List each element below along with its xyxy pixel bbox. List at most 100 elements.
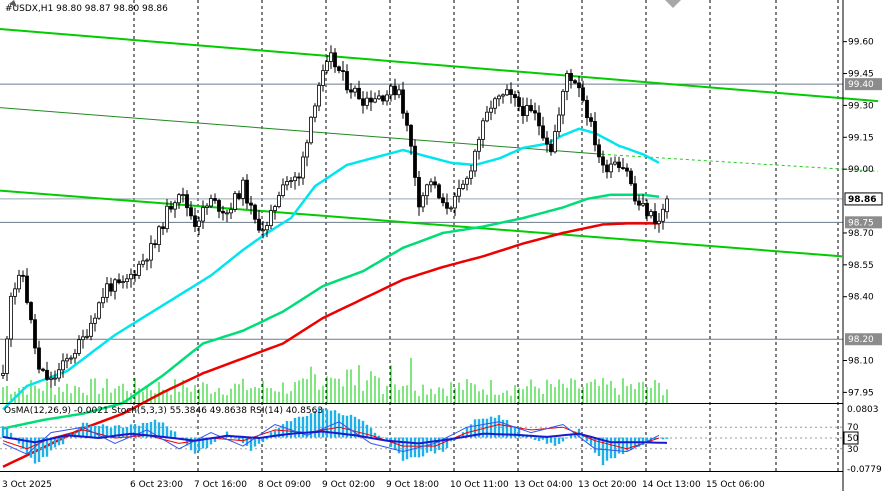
price-level-tag (845, 216, 882, 229)
candle (165, 198, 169, 233)
candle-body (557, 114, 561, 133)
candle-body (389, 85, 393, 96)
candle-body (397, 89, 401, 96)
candle (77, 335, 81, 356)
candle (461, 179, 465, 191)
price-level-label: 98.86 (848, 195, 876, 205)
candle-body (193, 215, 197, 227)
candle-body (449, 207, 453, 210)
candle (317, 82, 321, 112)
candle (69, 355, 73, 365)
candle (349, 83, 353, 99)
candle-body (517, 97, 521, 107)
candle (337, 65, 341, 74)
candle (389, 83, 393, 102)
candle (657, 213, 661, 233)
time-axis-label: 7 Oct 16:00 (194, 480, 247, 490)
candle-body (377, 95, 381, 100)
candle-body (309, 116, 313, 144)
candle (33, 314, 37, 355)
candle (377, 90, 381, 100)
trend-channel-lines[interactable] (0, 28, 879, 258)
candle (21, 270, 25, 283)
candle-body (221, 210, 225, 214)
candle (149, 235, 153, 269)
candle-body (541, 125, 545, 139)
candle (653, 203, 657, 230)
candle-body (345, 71, 349, 91)
candle-body (349, 89, 353, 93)
candle-body (257, 218, 261, 231)
time-axis-label: 14 Oct 13:00 (642, 480, 701, 490)
candle (45, 361, 49, 382)
candle-body (629, 170, 633, 185)
candle (537, 105, 541, 136)
candle (225, 209, 229, 222)
candle (593, 112, 597, 152)
candle-body (153, 243, 157, 246)
time-axis-label: 13 Oct 20:00 (578, 480, 637, 490)
candle (397, 84, 401, 99)
candle-body (645, 202, 649, 217)
collapse-arrow-icon[interactable] (665, 0, 681, 8)
candle (209, 194, 213, 208)
candle-body (141, 260, 145, 265)
candle-body (565, 73, 569, 92)
candle-body (185, 194, 189, 209)
candlesticks[interactable] (1, 45, 669, 388)
candle (1, 364, 5, 379)
candle (621, 158, 625, 170)
candle (405, 110, 409, 132)
candle (473, 149, 477, 177)
candle-body (577, 82, 581, 89)
candle-body (657, 220, 661, 225)
candle (505, 84, 509, 97)
candle-body (9, 295, 13, 340)
candle (265, 221, 269, 238)
candle-body (473, 150, 477, 172)
candle-body (33, 319, 37, 349)
candle (233, 190, 237, 213)
candle-body (421, 195, 425, 208)
candle-body (121, 281, 125, 284)
candle-body (173, 202, 177, 210)
candle (201, 200, 205, 229)
candle-body (489, 107, 493, 113)
ma_fast-line (2, 127, 660, 411)
candle-body (621, 167, 625, 169)
candle-body (37, 347, 41, 370)
time-axis-label: 9 Oct 18:00 (386, 480, 439, 490)
candle (289, 177, 293, 188)
candle (89, 315, 93, 341)
candle-body (189, 207, 193, 217)
candle-body (285, 181, 289, 186)
candle-body (181, 194, 185, 197)
volume-bars (2, 357, 668, 403)
candle-body (589, 117, 593, 122)
candle (437, 183, 441, 200)
candle (49, 371, 53, 388)
expand-arrow-icon[interactable] (9, 0, 17, 7)
candle-body (361, 98, 365, 106)
candle-body (53, 377, 57, 380)
candle-body (101, 296, 105, 304)
candle-body (261, 229, 265, 232)
candle (61, 353, 65, 378)
indicator-level-tag (843, 431, 859, 445)
candle (489, 100, 493, 121)
candle (525, 97, 529, 122)
candle (637, 195, 641, 211)
candle (493, 96, 497, 115)
candle-body (265, 225, 269, 231)
candle (529, 99, 533, 113)
candle (93, 313, 97, 332)
price-tick-label: 99.15 (848, 133, 874, 143)
indicator-axis-label: 70 (847, 423, 859, 433)
candle-body (165, 205, 169, 229)
candle-body (633, 183, 637, 202)
candle (433, 176, 437, 189)
candle-body (641, 202, 645, 206)
candle (513, 90, 517, 107)
candle-body (149, 243, 153, 261)
